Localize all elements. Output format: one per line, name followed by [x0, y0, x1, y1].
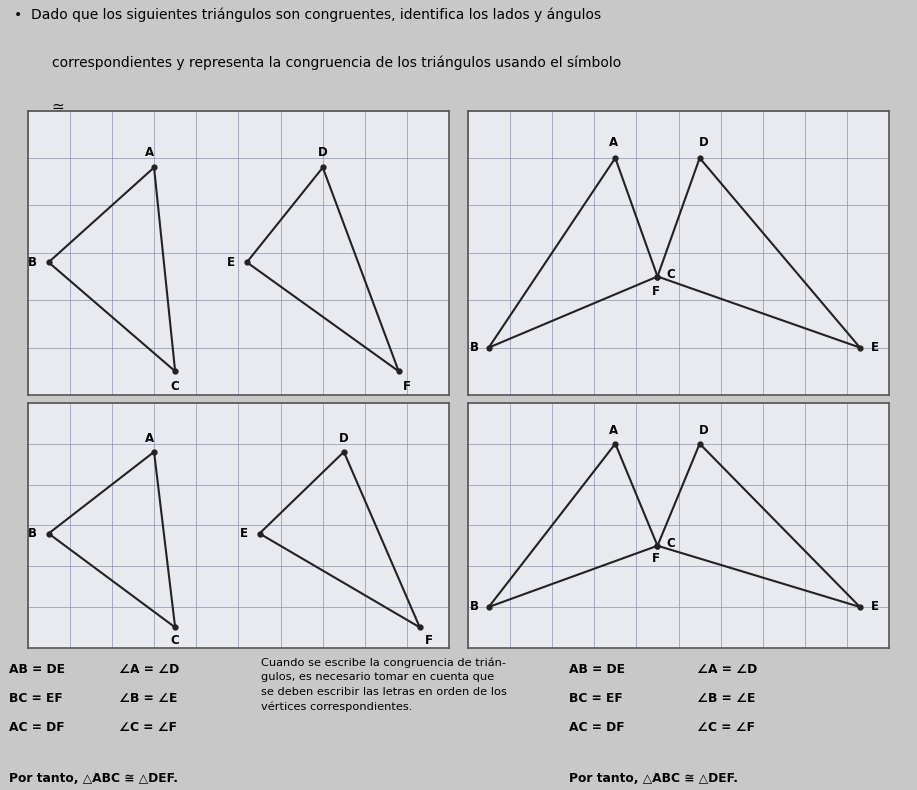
Text: ∠B = ∠E: ∠B = ∠E	[119, 692, 178, 705]
Text: E: E	[871, 341, 878, 354]
Text: A: A	[609, 424, 618, 437]
Text: ∠A = ∠D: ∠A = ∠D	[697, 663, 757, 675]
Text: C: C	[171, 380, 180, 393]
Text: AC = DF: AC = DF	[9, 720, 65, 734]
Text: C: C	[171, 634, 180, 647]
Text: F: F	[651, 552, 659, 566]
Text: B: B	[28, 256, 37, 269]
Text: A: A	[145, 146, 154, 159]
Text: D: D	[339, 432, 348, 446]
Text: AC = DF: AC = DF	[569, 720, 624, 734]
Text: •  Dado que los siguientes triángulos son congruentes, identifica los lados y án: • Dado que los siguientes triángulos son…	[14, 8, 601, 22]
Text: Cuando se escribe la congruencia de trián-
gulos, es necesario tomar en cuenta q: Cuando se escribe la congruencia de triá…	[261, 657, 507, 712]
Text: C: C	[667, 537, 675, 550]
Text: A: A	[609, 137, 618, 149]
Text: E: E	[226, 256, 235, 269]
Text: F: F	[425, 634, 433, 647]
Text: E: E	[871, 600, 878, 614]
Text: BC = EF: BC = EF	[569, 692, 623, 705]
Text: AB = DE: AB = DE	[9, 663, 65, 675]
Text: B: B	[28, 527, 37, 540]
Text: AB = DE: AB = DE	[569, 663, 624, 675]
Text: ≅.: ≅.	[52, 101, 70, 116]
Text: B: B	[470, 600, 479, 614]
Text: F: F	[651, 285, 659, 298]
Text: D: D	[699, 137, 709, 149]
Text: B: B	[470, 341, 479, 354]
Text: ∠C = ∠F: ∠C = ∠F	[697, 720, 755, 734]
Text: Por tanto, △ABC ≅ △DEF.: Por tanto, △ABC ≅ △DEF.	[569, 772, 737, 785]
Text: ∠A = ∠D: ∠A = ∠D	[119, 663, 180, 675]
Text: D: D	[699, 424, 709, 437]
Text: E: E	[239, 527, 248, 540]
Text: A: A	[145, 432, 154, 446]
Text: ∠C = ∠F: ∠C = ∠F	[119, 720, 177, 734]
Text: F: F	[403, 380, 411, 393]
Text: correspondientes y representa la congruencia de los triángulos usando el símbolo: correspondientes y representa la congrue…	[52, 55, 621, 70]
Text: D: D	[318, 146, 327, 159]
Text: BC = EF: BC = EF	[9, 692, 63, 705]
Text: ∠B = ∠E: ∠B = ∠E	[697, 692, 756, 705]
Text: C: C	[667, 268, 675, 280]
Text: Por tanto, △ABC ≅ △DEF.: Por tanto, △ABC ≅ △DEF.	[9, 772, 178, 785]
